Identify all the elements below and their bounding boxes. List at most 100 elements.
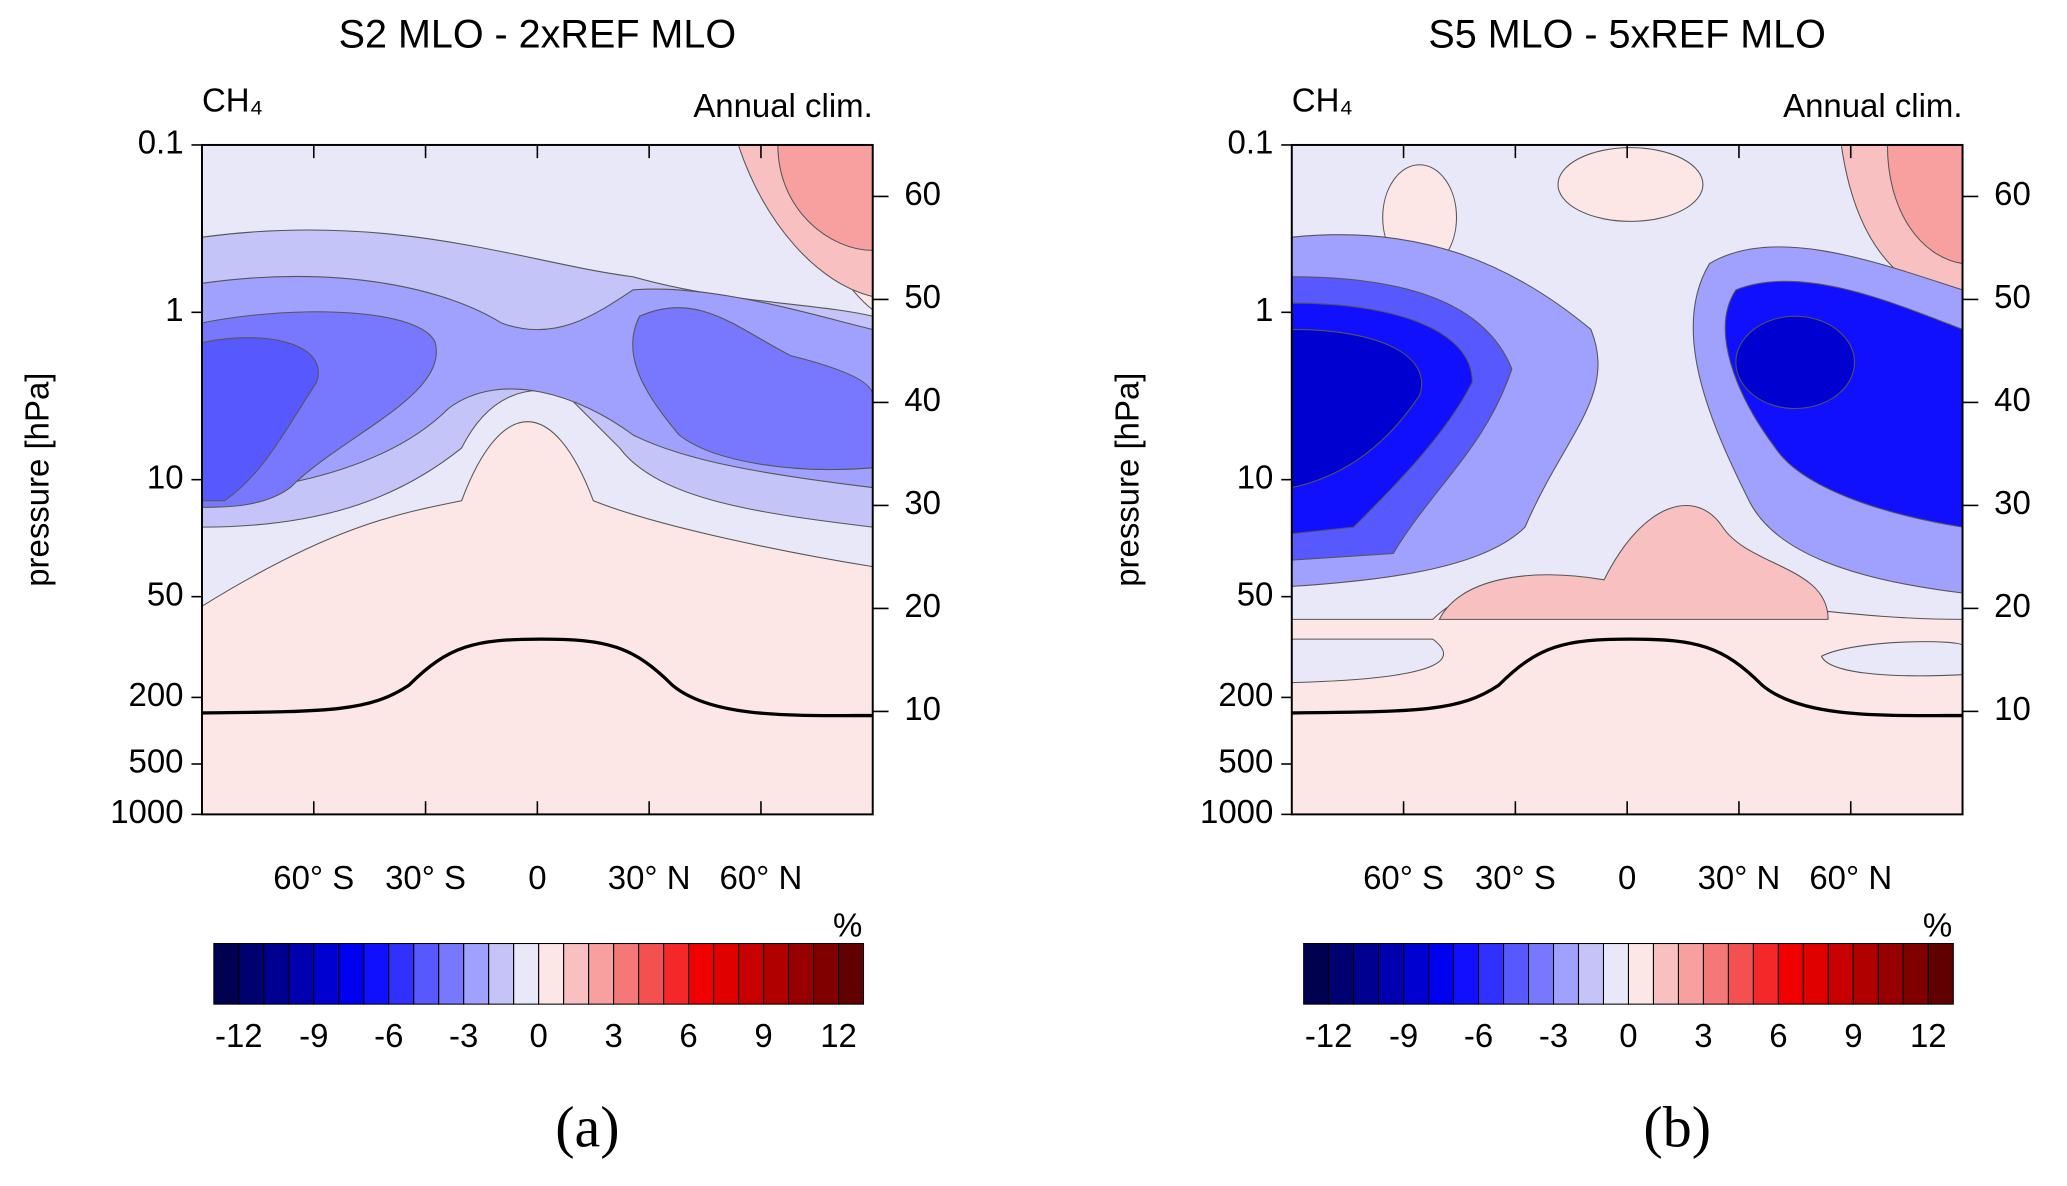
- colorbar-box: [1453, 943, 1480, 1005]
- colorbar-box: [1702, 943, 1729, 1005]
- y-tick-label: 1000: [1200, 793, 1273, 830]
- species-label: CH₄: [202, 81, 263, 118]
- y-axis-label: pressure [hPa]: [1108, 373, 1145, 587]
- colorbar-box: [1428, 943, 1455, 1005]
- colorbar-box: [1877, 943, 1904, 1005]
- x-tick-label: 60° S: [1363, 859, 1444, 896]
- colorbar-box: [488, 943, 515, 1005]
- y-tick-label: 1: [165, 291, 183, 328]
- colorbar-tick-label: 12: [820, 1017, 857, 1054]
- y2-tick-label: 20: [904, 587, 941, 624]
- colorbar-box: [1802, 943, 1829, 1005]
- colorbar-box: [1777, 943, 1804, 1005]
- colorbar-box: [1627, 943, 1654, 1005]
- y-tick-label: 1000: [110, 793, 183, 830]
- y-tick-label: 0.1: [1228, 124, 1274, 161]
- colorbar-box: [1577, 943, 1605, 1005]
- colorbar-box: [588, 943, 615, 1005]
- colorbar-unit: %: [833, 906, 862, 943]
- colorbar-box: [1303, 943, 1330, 1005]
- y2-tick-label: 10: [1994, 690, 2031, 727]
- y2-tick-label: 40: [904, 381, 941, 418]
- colorbar-box: [813, 943, 840, 1005]
- colorbar-box: [1602, 943, 1630, 1005]
- x-tick-label: 60° S: [273, 859, 354, 896]
- x-tick-label: 30° S: [385, 859, 466, 896]
- colorbar-box: [738, 943, 765, 1005]
- panel-label: (a): [555, 1095, 619, 1160]
- colorbar-tick-label: -6: [374, 1017, 403, 1054]
- tropopause: [1291, 637, 1963, 718]
- colorbar-box: [763, 943, 790, 1005]
- colorbar-box: [713, 943, 740, 1005]
- y-tick-label: 200: [1218, 676, 1273, 713]
- colorbar-box: [363, 943, 390, 1005]
- colorbar-unit: %: [1923, 906, 1952, 943]
- y2-tick-label: 60: [904, 175, 941, 212]
- y2-tick-label: 50: [904, 278, 941, 315]
- colorbar-box: [1852, 943, 1879, 1005]
- colorbar-box: [1752, 943, 1779, 1005]
- y2-tick-label: 40: [1994, 381, 2031, 418]
- colorbar-box: [1727, 943, 1754, 1005]
- colorbar-box: [313, 943, 340, 1005]
- y-tick-label: 50: [147, 575, 184, 612]
- y2-tick-label: 50: [1994, 278, 2031, 315]
- x-tick-label: 60° N: [1809, 859, 1892, 896]
- colorbar-box: [1827, 943, 1854, 1005]
- colorbar-box: [463, 943, 490, 1005]
- colorbar-box: [1552, 943, 1580, 1005]
- y-tick-label: 10: [147, 458, 184, 495]
- period-label: Annual clim.: [693, 87, 872, 124]
- colorbar-box: [1353, 943, 1380, 1005]
- chart-title: S2 MLO - 2xREF MLO: [339, 12, 736, 56]
- colorbar-box: [1677, 943, 1704, 1005]
- colorbar-box: [238, 943, 265, 1005]
- colorbar-tick-label: 0: [530, 1017, 548, 1054]
- colorbar-box: [663, 943, 690, 1005]
- colorbar-box: [513, 943, 540, 1005]
- y2-tick-label: 10: [904, 690, 941, 727]
- colorbar-box: [788, 943, 815, 1005]
- colorbar-box: [1328, 943, 1355, 1005]
- y-axis-label: pressure [hPa]: [19, 373, 56, 587]
- y-tick-label: 0.1: [138, 124, 184, 161]
- contour-field: [1291, 144, 1963, 815]
- colorbar-box: [1652, 943, 1679, 1005]
- colorbar-box: [388, 943, 415, 1005]
- colorbar-box: [1902, 943, 1929, 1005]
- colorbar-box: [213, 943, 240, 1005]
- colorbar-box: [1403, 943, 1430, 1005]
- contour-field: [201, 144, 873, 815]
- colorbar-box: [263, 943, 290, 1005]
- colorbar-box: [413, 943, 440, 1005]
- species-label: CH₄: [1292, 81, 1353, 118]
- colorbar-tick-label: -6: [1464, 1017, 1493, 1054]
- y-tick-label: 500: [129, 743, 184, 780]
- x-tick-label: 0: [1618, 859, 1636, 896]
- colorbar-tick-label: 6: [1769, 1017, 1787, 1054]
- colorbar-tick-label: 3: [604, 1017, 622, 1054]
- colorbar-tick-label: 9: [1844, 1017, 1862, 1054]
- colorbar-tick-label: -3: [1539, 1017, 1568, 1054]
- colorbar-box: [438, 943, 465, 1005]
- colorbar-box: [288, 943, 315, 1005]
- y-tick-label: 1: [1255, 291, 1273, 328]
- y2-tick-label: 20: [1994, 587, 2031, 624]
- colorbar-tick-label: -9: [1389, 1017, 1418, 1054]
- colorbar-box: [563, 943, 590, 1005]
- y2-tick-label: 60: [1994, 175, 2031, 212]
- colorbar-box: [1528, 943, 1555, 1005]
- colorbar-box: [1478, 943, 1505, 1005]
- y-tick-label: 10: [1237, 458, 1274, 495]
- y-tick-label: 50: [1237, 575, 1274, 612]
- x-tick-label: 30° N: [1698, 859, 1781, 896]
- colorbar-box: [1503, 943, 1530, 1005]
- colorbar-tick-label: 9: [754, 1017, 772, 1054]
- colorbar-box: [837, 943, 865, 1005]
- colorbar-tick-label: 12: [1910, 1017, 1947, 1054]
- x-tick-label: 60° N: [720, 859, 803, 896]
- x-tick-label: 0: [528, 859, 546, 896]
